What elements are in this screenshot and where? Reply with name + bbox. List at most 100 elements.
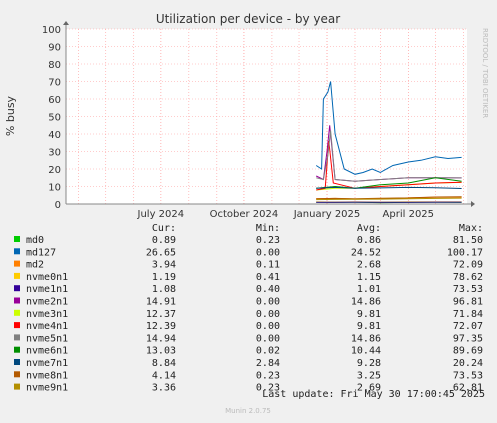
legend-value-min: 0.00 [256, 297, 280, 308]
legend-value-max: 20.24 [453, 358, 483, 369]
legend-value-avg: 24.52 [351, 247, 381, 258]
y-tick-label: 10 [48, 183, 61, 194]
legend-value-min: 2.84 [256, 358, 280, 369]
legend-name: nvme5n1 [26, 333, 68, 344]
legend-value-max: 71.84 [453, 309, 483, 320]
legend-value-min: 0.00 [256, 333, 280, 344]
legend-value-max: 97.35 [453, 333, 483, 344]
legend-value-avg: 9.28 [357, 358, 381, 369]
legend-value-avg: 1.15 [357, 272, 381, 283]
legend-value-max: 96.81 [453, 297, 483, 308]
legend-value-cur: 1.19 [152, 272, 176, 283]
y-axis-arrow [63, 21, 69, 25]
legend-value-avg: 14.86 [351, 297, 381, 308]
legend-swatch-nvme8n1 [14, 371, 20, 377]
legend-name: nvme4n1 [26, 321, 68, 332]
x-tick-label: January 2025 [293, 209, 361, 220]
y-tick-label: 70 [48, 78, 61, 89]
chart-title: Utilization per device - by year [156, 12, 340, 26]
y-tick-label: 30 [48, 148, 61, 159]
y-tick-label: 40 [48, 130, 61, 141]
legend-value-cur: 12.37 [146, 309, 176, 320]
y-tick-label: 60 [48, 95, 61, 106]
legend-value-min: 0.23 [256, 370, 280, 381]
legend-value-cur: 14.91 [146, 297, 176, 308]
last-update: Last update: Fri May 30 17:00:45 2025 [262, 389, 485, 400]
legend-value-max: 81.50 [453, 235, 483, 246]
legend-swatch-nvme5n1 [14, 334, 20, 340]
y-tick-label: 20 [48, 165, 61, 176]
legend-value-cur: 1.08 [152, 284, 176, 295]
y-tick-label: 50 [48, 113, 61, 124]
legend-value-min: 0.40 [256, 284, 280, 295]
legend-header-max: Max: [459, 223, 483, 234]
legend-name: nvme8n1 [26, 370, 68, 381]
legend-value-cur: 12.39 [146, 321, 176, 332]
legend-swatch-nvme2n1 [14, 298, 20, 304]
legend-value-max: 72.07 [453, 321, 483, 332]
legend-value-avg: 9.81 [357, 321, 381, 332]
legend-value-avg: 3.25 [357, 370, 381, 381]
legend-value-min: 0.41 [256, 272, 280, 283]
legend-value-cur: 13.03 [146, 346, 176, 357]
legend-name: nvme3n1 [26, 309, 68, 320]
y-tick-label: 80 [48, 60, 61, 71]
legend-value-avg: 0.86 [357, 235, 381, 246]
legend-value-min: 0.00 [256, 247, 280, 258]
rrdtool-watermark: RRDTOOL / TOBI OETIKER [481, 28, 489, 118]
legend-name: nvme6n1 [26, 346, 68, 357]
x-tick-label: October 2024 [210, 209, 279, 220]
legend-value-avg: 10.44 [351, 346, 381, 357]
legend-value-min: 0.02 [256, 346, 280, 357]
legend-swatch-nvme3n1 [14, 310, 20, 316]
legend-value-min: 0.11 [256, 260, 280, 271]
legend-value-max: 89.69 [453, 346, 483, 357]
legend-value-avg: 9.81 [357, 309, 381, 320]
legend-value-avg: 2.68 [357, 260, 381, 271]
legend-value-cur: 3.94 [152, 260, 176, 271]
y-tick-label: 100 [42, 25, 61, 36]
legend-name: md2 [26, 260, 44, 271]
legend-name: nvme7n1 [26, 358, 68, 369]
x-tick-label: July 2024 [137, 209, 185, 220]
legend-name: nvme0n1 [26, 272, 68, 283]
legend-value-min: 0.00 [256, 321, 280, 332]
legend-value-max: 72.09 [453, 260, 483, 271]
legend-swatch-nvme7n1 [14, 359, 20, 365]
legend-header-min: Min: [256, 223, 280, 234]
legend-swatch-nvme1n1 [14, 285, 20, 291]
legend-swatch-md127 [14, 248, 20, 254]
legend-value-max: 73.53 [453, 370, 483, 381]
legend-value-cur: 8.84 [152, 358, 176, 369]
legend-value-cur: 26.65 [146, 247, 176, 258]
legend-value-min: 0.00 [256, 309, 280, 320]
legend-value-avg: 14.86 [351, 333, 381, 344]
legend-swatch-md2 [14, 261, 20, 267]
legend-value-cur: 3.36 [152, 383, 176, 394]
legend-swatch-nvme6n1 [14, 347, 20, 353]
legend-name: nvme9n1 [26, 383, 68, 394]
legend-swatch-nvme4n1 [14, 322, 20, 328]
legend-value-max: 73.53 [453, 284, 483, 295]
legend-name: nvme1n1 [26, 284, 68, 295]
legend-value-cur: 14.94 [146, 333, 176, 344]
x-axis-arrow [471, 201, 475, 207]
legend-swatch-md0 [14, 236, 20, 242]
legend-header-avg: Avg: [357, 223, 381, 234]
legend-header-cur: Cur: [152, 223, 176, 234]
legend-value-min: 0.23 [256, 235, 280, 246]
legend-value-max: 78.62 [453, 272, 483, 283]
y-axis-label: % busy [4, 95, 17, 136]
y-tick-label: 0 [55, 200, 61, 211]
legend-value-max: 100.17 [447, 247, 483, 258]
munin-version: Munin 2.0.75 [225, 407, 271, 415]
y-tick-label: 90 [48, 43, 61, 54]
legend-swatch-nvme0n1 [14, 273, 20, 279]
legend-name: md0 [26, 235, 44, 246]
legend-name: nvme2n1 [26, 297, 68, 308]
legend-name: md127 [26, 247, 56, 258]
legend-value-cur: 0.89 [152, 235, 176, 246]
legend-value-cur: 4.14 [152, 370, 176, 381]
